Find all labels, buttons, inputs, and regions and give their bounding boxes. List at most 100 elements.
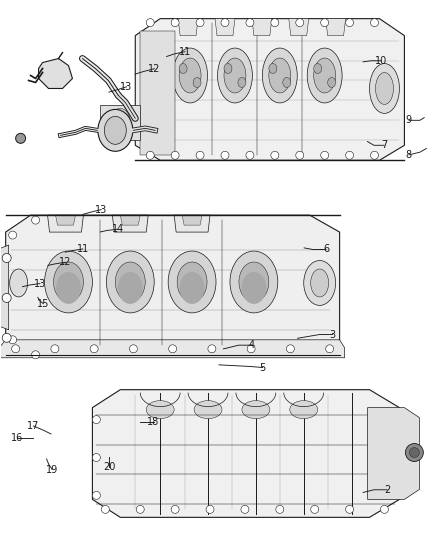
Polygon shape <box>48 215 83 232</box>
Polygon shape <box>289 19 309 36</box>
Text: 20: 20 <box>103 463 115 472</box>
Ellipse shape <box>311 269 328 297</box>
Text: 10: 10 <box>375 56 388 66</box>
Polygon shape <box>0 245 9 330</box>
Text: 8: 8 <box>406 150 412 160</box>
Circle shape <box>346 19 353 27</box>
Circle shape <box>271 151 279 159</box>
Circle shape <box>321 19 328 27</box>
Ellipse shape <box>269 58 291 93</box>
Circle shape <box>196 151 204 159</box>
Circle shape <box>406 443 424 462</box>
Ellipse shape <box>224 63 232 74</box>
Text: 3: 3 <box>329 329 336 340</box>
Circle shape <box>171 151 179 159</box>
Circle shape <box>2 254 11 263</box>
Ellipse shape <box>194 401 222 418</box>
Circle shape <box>221 151 229 159</box>
Circle shape <box>92 491 100 499</box>
Circle shape <box>246 151 254 159</box>
Circle shape <box>271 19 279 27</box>
Ellipse shape <box>269 63 277 74</box>
Text: 12: 12 <box>148 64 161 74</box>
Text: 11: 11 <box>77 244 89 254</box>
Circle shape <box>32 351 39 359</box>
Ellipse shape <box>106 251 154 313</box>
Ellipse shape <box>45 251 92 313</box>
Polygon shape <box>6 215 339 355</box>
Ellipse shape <box>98 109 133 151</box>
Text: 14: 14 <box>112 224 124 235</box>
Ellipse shape <box>115 262 145 302</box>
Circle shape <box>90 345 98 353</box>
Circle shape <box>221 19 229 27</box>
Polygon shape <box>0 340 345 358</box>
Ellipse shape <box>110 108 130 136</box>
Circle shape <box>381 505 389 513</box>
Text: 18: 18 <box>147 417 159 427</box>
Ellipse shape <box>168 251 216 313</box>
Circle shape <box>206 505 214 513</box>
Polygon shape <box>120 215 140 225</box>
Circle shape <box>146 151 154 159</box>
Ellipse shape <box>314 58 336 93</box>
Text: 2: 2 <box>384 485 390 495</box>
Circle shape <box>92 454 100 462</box>
Ellipse shape <box>104 116 126 144</box>
Circle shape <box>286 345 294 353</box>
Text: 11: 11 <box>179 47 191 56</box>
Circle shape <box>129 345 138 353</box>
Ellipse shape <box>173 48 208 103</box>
Polygon shape <box>112 215 148 232</box>
Text: 13: 13 <box>95 205 107 215</box>
Circle shape <box>92 416 100 424</box>
Ellipse shape <box>262 48 297 103</box>
Circle shape <box>136 505 144 513</box>
Polygon shape <box>92 390 399 518</box>
Circle shape <box>246 19 254 27</box>
Ellipse shape <box>304 261 336 305</box>
Circle shape <box>146 19 154 27</box>
Circle shape <box>321 151 328 159</box>
Text: 4: 4 <box>249 340 255 350</box>
Circle shape <box>241 505 249 513</box>
Ellipse shape <box>307 48 342 103</box>
Circle shape <box>346 505 353 513</box>
Circle shape <box>16 133 25 143</box>
Ellipse shape <box>10 269 28 297</box>
Circle shape <box>51 345 59 353</box>
Ellipse shape <box>328 77 336 87</box>
Ellipse shape <box>230 251 278 313</box>
Text: 9: 9 <box>406 115 412 125</box>
Text: 6: 6 <box>323 245 329 254</box>
Polygon shape <box>367 408 419 499</box>
Ellipse shape <box>370 63 399 114</box>
Circle shape <box>371 19 378 27</box>
Ellipse shape <box>283 77 291 87</box>
Circle shape <box>311 505 319 513</box>
Ellipse shape <box>179 63 187 74</box>
Polygon shape <box>215 19 235 36</box>
Ellipse shape <box>218 48 252 103</box>
Circle shape <box>247 345 255 353</box>
Ellipse shape <box>290 401 318 418</box>
Ellipse shape <box>238 77 246 87</box>
Polygon shape <box>178 19 198 36</box>
Polygon shape <box>140 30 175 155</box>
Text: 12: 12 <box>59 257 71 267</box>
Text: 13: 13 <box>120 82 133 92</box>
Ellipse shape <box>314 63 321 74</box>
Text: 19: 19 <box>46 465 58 474</box>
Ellipse shape <box>242 401 270 418</box>
Circle shape <box>2 294 11 302</box>
Ellipse shape <box>56 272 81 304</box>
Circle shape <box>410 448 419 457</box>
Ellipse shape <box>180 272 205 304</box>
Ellipse shape <box>118 272 143 304</box>
Text: 13: 13 <box>34 279 46 288</box>
Circle shape <box>2 333 11 342</box>
Polygon shape <box>39 59 72 88</box>
Circle shape <box>171 19 179 27</box>
Text: 7: 7 <box>381 140 387 150</box>
Polygon shape <box>135 19 404 160</box>
